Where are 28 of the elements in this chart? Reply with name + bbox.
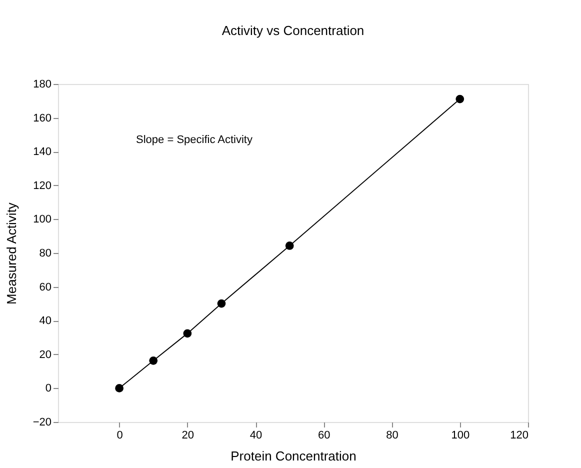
- x-tick-label: 40: [250, 430, 262, 442]
- y-tick-label: 100: [33, 214, 52, 226]
- y-tick-label: 20: [39, 348, 52, 361]
- x-axis-title: Protein Concentration: [230, 448, 356, 464]
- point: [285, 242, 294, 250]
- y-axis-title: Measured Activity: [4, 202, 19, 304]
- y-tick-label: −20: [32, 416, 52, 428]
- chart-title: Activity vs Concentration: [222, 23, 364, 38]
- point: [115, 384, 124, 392]
- y-tick-label: 80: [39, 248, 52, 260]
- point: [217, 299, 226, 308]
- point: [149, 356, 158, 365]
- annotation: Slope = Specific Activity: [136, 134, 253, 146]
- y-tick-label: 40: [39, 315, 52, 328]
- y-tick-label: 60: [39, 281, 52, 294]
- x-tick-label: 60: [318, 430, 330, 442]
- x-tick-label: 20: [182, 430, 194, 442]
- x-tick-label: 100: [451, 430, 470, 442]
- x-tick-label: 80: [386, 430, 398, 442]
- point: [183, 329, 192, 338]
- y-tick-label: 120: [33, 180, 52, 192]
- y-tick-label: 180: [33, 78, 52, 90]
- x-tick-label: 120: [510, 430, 528, 442]
- point: [456, 94, 464, 104]
- y-tick-label: 160: [33, 112, 52, 124]
- y-tick-label: 0: [45, 382, 52, 395]
- x-tick-label: 0: [116, 430, 123, 442]
- y-tick-label: 140: [33, 146, 52, 158]
